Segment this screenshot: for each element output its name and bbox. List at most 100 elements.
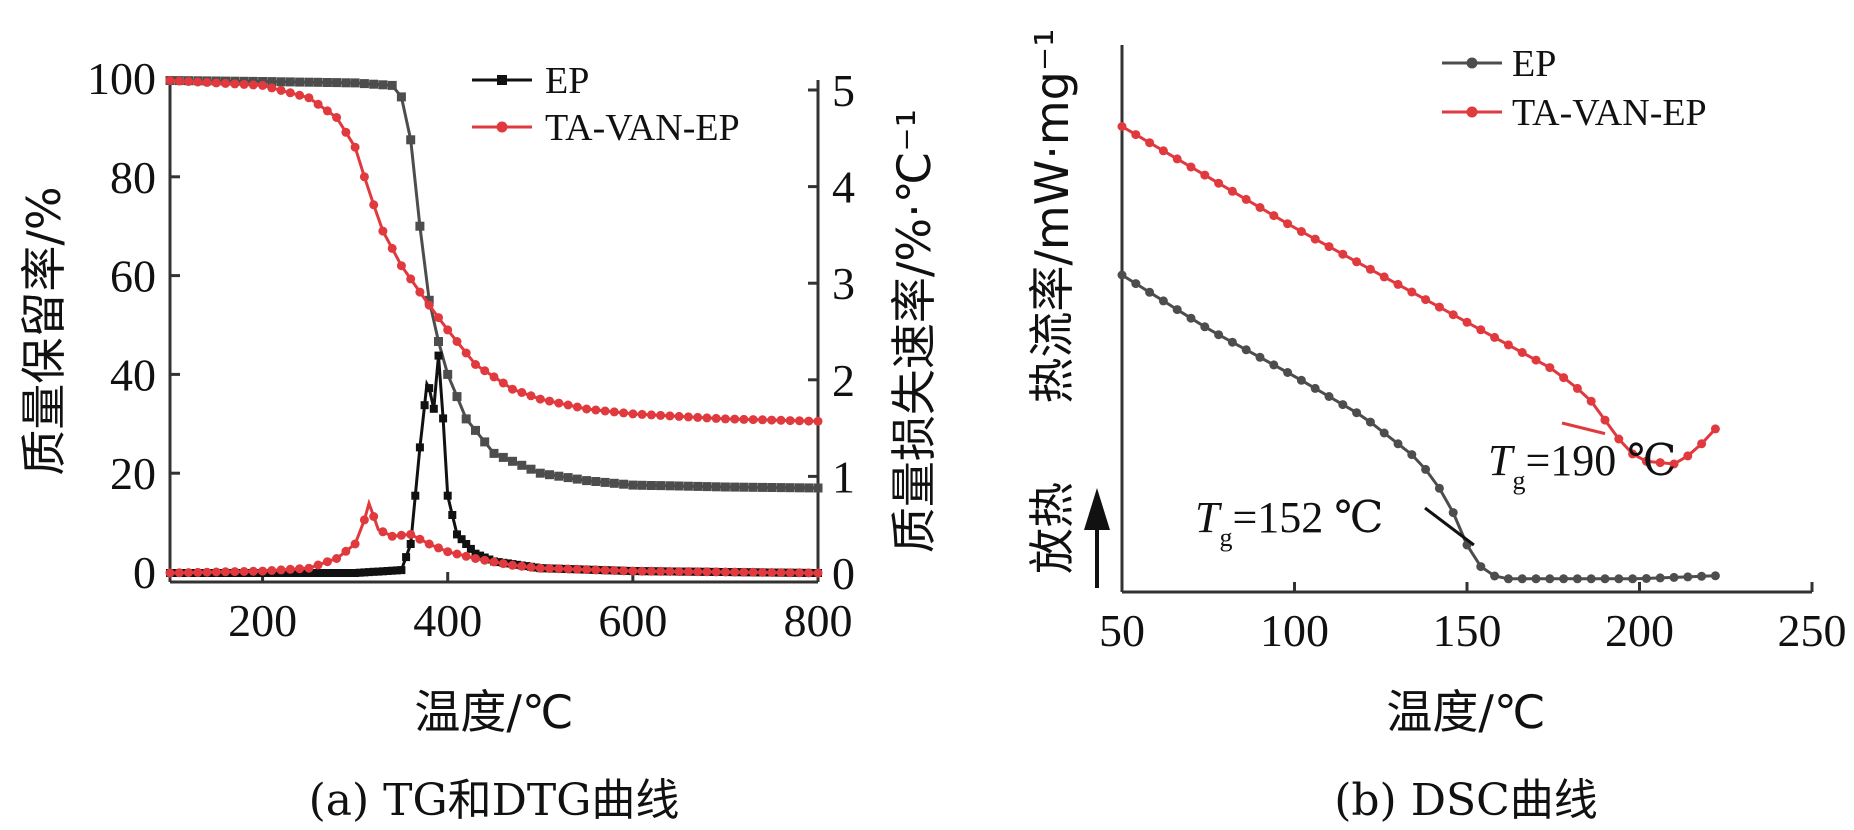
data-point-ta-van-ep-dsc <box>1434 302 1444 312</box>
data-point-ep-dtg <box>244 569 253 577</box>
x-tick-label: 250 <box>1778 605 1847 656</box>
data-point-ep-tg <box>702 482 712 492</box>
data-point-ta-van-ep-dsc <box>1269 211 1279 221</box>
annotation-tg-ta-van-ep-subscript: g <box>1512 466 1525 495</box>
data-point-ep-dsc <box>1586 574 1596 584</box>
data-point-ta-van-ep-tg <box>350 142 360 152</box>
data-point-ep-dtg <box>332 569 341 577</box>
data-point-ep-dsc <box>1269 360 1279 370</box>
data-point-ep-tg <box>341 78 351 88</box>
data-point-ta-van-ep-dsc <box>1186 162 1196 172</box>
x-tick-label: 100 <box>1260 605 1329 656</box>
data-point-ep-tg <box>434 337 443 346</box>
data-point-ta-van-ep-tg <box>267 83 277 93</box>
data-point-ta-van-ep-dsc <box>1655 458 1665 468</box>
data-point-ta-van-ep-dsc <box>1324 242 1334 252</box>
data-point-ep-dsc <box>1379 428 1389 438</box>
data-point-ta-van-ep-dtg <box>591 565 601 575</box>
data-point-ta-van-ep-tg <box>720 414 730 424</box>
data-point-ta-van-ep-dtg <box>221 567 230 577</box>
data-point-ep-dtg <box>369 567 378 576</box>
x-tick-label: 200 <box>1605 605 1674 656</box>
data-point-ta-van-ep-dtg <box>572 564 582 574</box>
data-point-ta-van-ep-dtg <box>285 564 295 574</box>
data-point-ta-van-ep-dsc <box>1448 310 1458 320</box>
data-point-ta-van-ep-tg <box>471 360 480 369</box>
panel-a-y-label: 质量保留率/% <box>17 186 71 475</box>
panel-b-y-label: 热流率/mW·mg⁻¹ <box>1025 28 1079 403</box>
data-point-ep-tg <box>711 482 721 492</box>
data-point-ta-van-ep-dtg <box>202 567 212 577</box>
data-point-ta-van-ep-dtg <box>332 554 342 563</box>
data-point-ep-tg <box>545 470 554 480</box>
data-point-ta-van-ep-dtg <box>656 566 666 576</box>
data-point-ta-van-ep-tg <box>202 77 212 87</box>
data-point-ep-dsc <box>1407 450 1417 460</box>
data-point-ep-dtg <box>300 569 309 577</box>
data-point-ta-van-ep-dsc <box>1641 456 1651 466</box>
data-point-ta-van-ep-dtg <box>165 568 175 578</box>
data-point-ta-van-ep-dtg <box>582 565 592 575</box>
data-point-ep-dsc <box>1131 279 1141 289</box>
data-point-ep-dsc <box>1545 574 1555 584</box>
data-point-ep-dsc <box>1655 573 1665 583</box>
data-point-ta-van-ep-dtg <box>785 568 795 578</box>
data-point-ta-van-ep-dtg <box>276 565 286 575</box>
data-point-ta-van-ep-tg <box>461 348 471 358</box>
data-point-ta-van-ep-dsc <box>1462 317 1472 327</box>
y2-tick-label: 4 <box>832 162 855 213</box>
panel-a-legend: EP TA-VAN-EP <box>472 60 740 149</box>
panel-b-legend: EP TA-VAN-EP <box>1442 43 1707 134</box>
data-point-ep-tg <box>387 80 397 90</box>
data-point-ta-van-ep-tg <box>535 394 545 404</box>
data-point-ta-van-ep-dtg <box>711 567 721 577</box>
data-point-ep-dtg <box>429 404 438 413</box>
data-point-ep-tg <box>600 477 610 487</box>
data-point-ep-dsc <box>1324 392 1334 401</box>
data-point-ta-van-ep-dsc <box>1614 434 1624 444</box>
data-point-ta-van-ep-tg <box>609 407 619 417</box>
data-point-ep-tg <box>776 483 786 493</box>
data-point-ta-van-ep-dtg <box>646 566 656 576</box>
data-point-ep-dtg <box>318 569 327 577</box>
data-point-ep-tg <box>758 482 767 492</box>
data-point-ta-van-ep-dtg <box>526 562 536 572</box>
panel-b-ticks: 50 100 150 200 250 <box>1099 582 1847 656</box>
data-point-ta-van-ep-dtg <box>369 512 379 521</box>
data-point-ep-dsc <box>1200 322 1210 332</box>
data-point-ep-dtg <box>466 544 475 553</box>
data-point-ta-van-ep-dsc <box>1200 170 1210 180</box>
data-point-ta-van-ep-dsc <box>1241 194 1251 204</box>
data-point-ep-dtg <box>378 567 387 576</box>
data-point-ep-dsc <box>1572 574 1582 584</box>
legend-marker-ta-van-ep-b <box>1466 106 1478 118</box>
data-point-ta-van-ep-tg <box>545 396 554 406</box>
data-point-ta-van-ep-dsc <box>1158 146 1168 156</box>
x-tick-label: 150 <box>1433 605 1502 656</box>
data-point-ta-van-ep-dtg <box>322 557 332 567</box>
data-point-ta-van-ep-tg <box>795 416 804 426</box>
panel-b-curves <box>1117 122 1720 584</box>
data-point-ta-van-ep-tg <box>434 313 443 323</box>
data-point-ep-dsc <box>1393 439 1403 449</box>
data-point-ep-tg <box>785 483 795 493</box>
data-point-ta-van-ep-dsc <box>1476 325 1486 335</box>
legend-marker-ep-b <box>1466 57 1478 69</box>
data-point-ep-dtg <box>328 569 336 577</box>
data-point-ta-van-ep-dtg <box>767 568 777 577</box>
data-point-ta-van-ep-tg <box>221 78 230 88</box>
data-point-ta-van-ep-tg <box>211 78 221 88</box>
data-point-ep-dtg <box>439 414 448 423</box>
data-point-ep-dsc <box>1710 571 1720 581</box>
data-point-ep-dsc <box>1641 574 1651 583</box>
data-point-ta-van-ep-dsc <box>1393 279 1403 289</box>
data-point-ta-van-ep-tg <box>230 79 240 89</box>
data-point-ta-van-ep-dtg <box>378 527 388 537</box>
data-point-ta-van-ep-dtg <box>720 567 730 577</box>
legend-label-ep-b: EP <box>1512 43 1556 85</box>
data-point-ta-van-ep-tg <box>693 412 703 422</box>
data-point-ep-dsc <box>1448 508 1458 518</box>
y2-tick-label: 0 <box>832 548 855 599</box>
data-point-ep-dsc <box>1283 368 1293 377</box>
data-point-ep-tg <box>591 477 601 486</box>
